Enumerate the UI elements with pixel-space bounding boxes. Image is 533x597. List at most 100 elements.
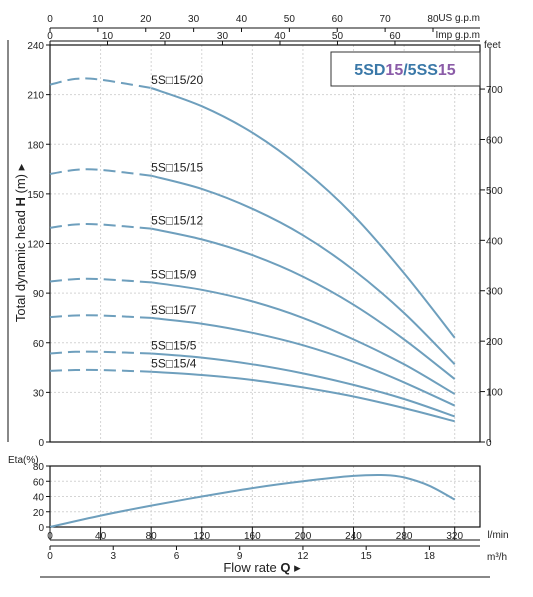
head-curve-dashed <box>49 223 152 230</box>
head-curves <box>49 77 456 423</box>
us-gpm-tick-label: 0 <box>47 14 53 25</box>
us-gpm-tick-label: 60 <box>332 14 344 25</box>
us-gpm-label: US g.p.m <box>438 13 480 24</box>
head-y-tick-label: 240 <box>27 41 44 52</box>
head-y-tick-label: 210 <box>27 91 44 102</box>
head-curve-solid <box>150 174 456 365</box>
chart-title: 5SD15/5SS15 <box>354 62 456 79</box>
imp-gpm-tick-label: 20 <box>159 31 171 42</box>
lpm-tick-label: 320 <box>446 531 463 542</box>
head-y-tick-label: 60 <box>33 339 45 350</box>
head-y-left-ticks: 0 30 60 90 120 150 180 210 240 <box>27 41 50 449</box>
title-part-3: /5SS <box>403 62 438 79</box>
head-y-tick-label: 90 <box>33 289 45 300</box>
head-curve-solid <box>151 370 455 423</box>
feet-tick-label: 300 <box>486 287 503 298</box>
title-part-2: 15 <box>385 62 403 79</box>
lpm-tick-label: 200 <box>295 531 312 542</box>
imp-gpm-tick-label: 30 <box>217 31 229 42</box>
feet-tick-label: 100 <box>486 388 503 399</box>
y-axis-title: Total dynamic head H (m) ▸ <box>13 163 28 322</box>
m3h-tick-label: 18 <box>424 551 436 562</box>
head-curve-label: 5S□15/5 <box>151 339 197 353</box>
eta-chart-grid <box>50 466 480 527</box>
m3h-tick-label: 6 <box>174 551 180 562</box>
eta-tick-label: 20 <box>33 508 45 519</box>
head-curve-dashed <box>49 350 152 355</box>
us-gpm-tick-label: 10 <box>92 14 104 25</box>
head-y-right-ticks: 0 100 200 300 400 500 600 700 <box>480 85 503 449</box>
y-axis-title-arrow: ▸ <box>13 163 28 170</box>
y-axis-title-symbol: H <box>13 197 28 206</box>
head-curve-solid <box>150 227 456 380</box>
head-curve-dashed <box>49 168 152 177</box>
head-curve-solid <box>150 87 456 339</box>
us-gpm-tick-label: 40 <box>236 14 248 25</box>
head-curve-dashed <box>49 277 152 284</box>
head-y-tick-label: 30 <box>33 388 45 399</box>
lpm-tick-label: 80 <box>146 531 158 542</box>
eta-tick-label: 0 <box>38 523 44 534</box>
imp-gpm-tick-label: 40 <box>274 31 286 42</box>
head-curve-dashed <box>49 314 152 319</box>
m3h-tick-label: 15 <box>361 551 373 562</box>
us-gpm-tick-label: 80 <box>427 14 439 25</box>
imp-gpm-tick-label: 50 <box>332 31 344 42</box>
feet-tick-label: 0 <box>486 438 492 449</box>
head-curve-label: 5S□15/12 <box>151 214 203 228</box>
head-y-tick-label: 0 <box>38 438 44 449</box>
imp-gpm-tick-label: 60 <box>389 31 401 42</box>
lpm-tick-label: 160 <box>244 531 261 542</box>
lpm-tick-label: 280 <box>396 531 413 542</box>
title-part-4: 15 <box>438 62 456 79</box>
eta-tick-label: 40 <box>33 493 45 504</box>
feet-tick-label: 200 <box>486 337 503 348</box>
eta-axis-label: Eta(%) <box>8 455 39 466</box>
feet-tick-label: 500 <box>486 186 503 197</box>
head-curve-labels: 5S□15/20 5S□15/15 5S□15/12 5S□15/9 5S□15/7 5S… <box>151 73 203 371</box>
head-curve-dashed <box>49 368 152 373</box>
feet-tick-label: 600 <box>486 135 503 146</box>
m3h-tick-label: 0 <box>47 551 53 562</box>
x-axis-title-symbol: Q <box>280 560 290 575</box>
head-y-tick-label: 120 <box>27 240 44 251</box>
lpm-tick-label: 240 <box>345 531 362 542</box>
top-axis-ticks: 0 10 20 30 40 50 60 70 80 0 10 20 30 40 50 60 <box>47 14 439 45</box>
head-curve-label: 5S□15/9 <box>151 267 197 281</box>
head-curve-label: 5S□15/20 <box>151 73 203 87</box>
bottom-axis-ticks: 0 40 80 120 160 200 240 280 320 0 3 6 9 12 15 18 <box>47 527 463 562</box>
head-curve-label: 5S□15/15 <box>151 161 203 175</box>
lpm-tick-label: 0 <box>47 531 53 542</box>
head-curve-dashed <box>49 77 152 89</box>
eta-y-ticks: 0 20 40 60 80 <box>33 462 50 534</box>
eta-tick-label: 80 <box>33 462 45 473</box>
m3h-tick-label: 3 <box>110 551 116 562</box>
head-curve-solid <box>151 281 456 395</box>
head-curve-solid <box>151 352 456 418</box>
x-axis-title-arrow: ▸ <box>294 560 301 575</box>
head-curve-label: 5S□15/7 <box>151 303 197 317</box>
feet-tick-label: 400 <box>486 236 503 247</box>
lpm-tick-label: 40 <box>95 531 107 542</box>
lpm-tick-label: 120 <box>193 531 210 542</box>
head-y-tick-label: 150 <box>27 190 44 201</box>
m3h-tick-label: 12 <box>297 551 309 562</box>
us-gpm-tick-label: 20 <box>140 14 152 25</box>
y-axis-title-unit: (m) <box>13 174 28 194</box>
m3h-tick-label: 9 <box>237 551 243 562</box>
x-axis-title-text: Flow rate <box>223 560 276 575</box>
us-gpm-tick-label: 70 <box>380 14 392 25</box>
eta-curve <box>49 474 456 528</box>
feet-axis-label: feet <box>484 40 501 51</box>
title-box <box>330 51 481 87</box>
x-axis-title: Flow rate Q ▸ <box>223 560 301 575</box>
imp-gpm-label: Imp g.p.m <box>436 30 480 41</box>
eta-tick-label: 60 <box>33 477 45 488</box>
imp-gpm-tick-label: 0 <box>47 31 53 42</box>
us-gpm-tick-label: 30 <box>188 14 200 25</box>
imp-gpm-tick-label: 10 <box>102 31 114 42</box>
feet-tick-label: 700 <box>486 85 503 96</box>
y-axis-title-text: Total dynamic head <box>13 210 28 322</box>
head-curve-label: 5S□15/4 <box>151 357 197 371</box>
svg-text:Total dynamic head: Total dynamic head H (m) ▸ <box>13 163 28 322</box>
